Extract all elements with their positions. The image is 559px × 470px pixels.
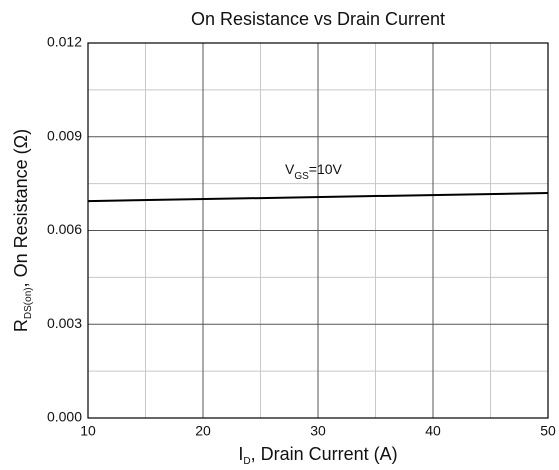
y-axis-label-rest: , On Resistance (Ω) xyxy=(11,129,31,288)
annotation: VGS=10V xyxy=(285,161,343,182)
x-tick-label: 10 xyxy=(80,423,96,439)
annotation-main: V xyxy=(285,161,295,177)
x-axis-label-sub: D xyxy=(243,456,250,467)
annotation-sub: GS xyxy=(294,171,309,182)
x-tick-label: 30 xyxy=(310,423,326,439)
x-axis-label-rest: , Drain Current (A) xyxy=(251,444,398,464)
y-tick-label: 0.009 xyxy=(47,127,82,143)
plot-frame xyxy=(87,42,549,419)
y-tick-label: 0.006 xyxy=(47,221,82,237)
x-axis-label: ID, Drain Current (A) xyxy=(238,444,397,467)
y-axis-label-main: R xyxy=(11,319,31,332)
y-tick-label: 0.000 xyxy=(47,409,82,425)
chart-title: On Resistance vs Drain Current xyxy=(191,9,445,29)
x-tick-label: 40 xyxy=(425,423,441,439)
y-axis-label-sub: DS(on) xyxy=(23,287,34,319)
y-tick-label: 0.003 xyxy=(47,315,82,331)
x-axis-label-main: I xyxy=(238,444,243,464)
y-tick-label: 0.012 xyxy=(47,34,82,50)
x-tick-label: 20 xyxy=(195,423,211,439)
y-axis-label: RDS(on), On Resistance (Ω) xyxy=(11,129,34,332)
annotation-rest: =10V xyxy=(309,161,343,177)
data-line xyxy=(87,192,549,203)
x-tick-label: 50 xyxy=(540,423,556,439)
